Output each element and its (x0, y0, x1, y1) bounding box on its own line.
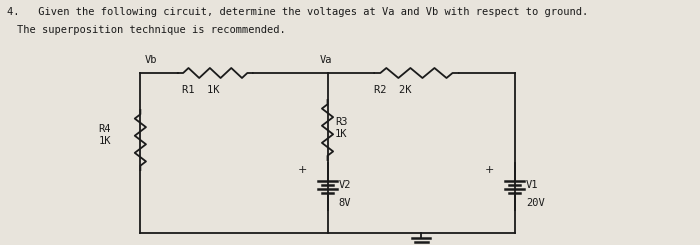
Text: 20V: 20V (526, 197, 545, 208)
Text: V1: V1 (526, 180, 538, 189)
Text: 4.   Given the following circuit, determine the voltages at Va and Vb with respe: 4. Given the following circuit, determin… (8, 7, 589, 17)
Text: R2  2K: R2 2K (374, 85, 412, 95)
Text: V2: V2 (339, 180, 351, 189)
Text: 8V: 8V (339, 197, 351, 208)
Text: R1  1K: R1 1K (183, 85, 220, 95)
Text: R4
1K: R4 1K (98, 124, 111, 146)
Text: R3
1K: R3 1K (335, 117, 347, 139)
Text: Vb: Vb (145, 55, 158, 65)
Text: Va: Va (320, 55, 332, 65)
Text: +: + (484, 165, 494, 175)
Text: +: + (298, 165, 307, 175)
Text: The superposition technique is recommended.: The superposition technique is recommend… (17, 25, 286, 35)
